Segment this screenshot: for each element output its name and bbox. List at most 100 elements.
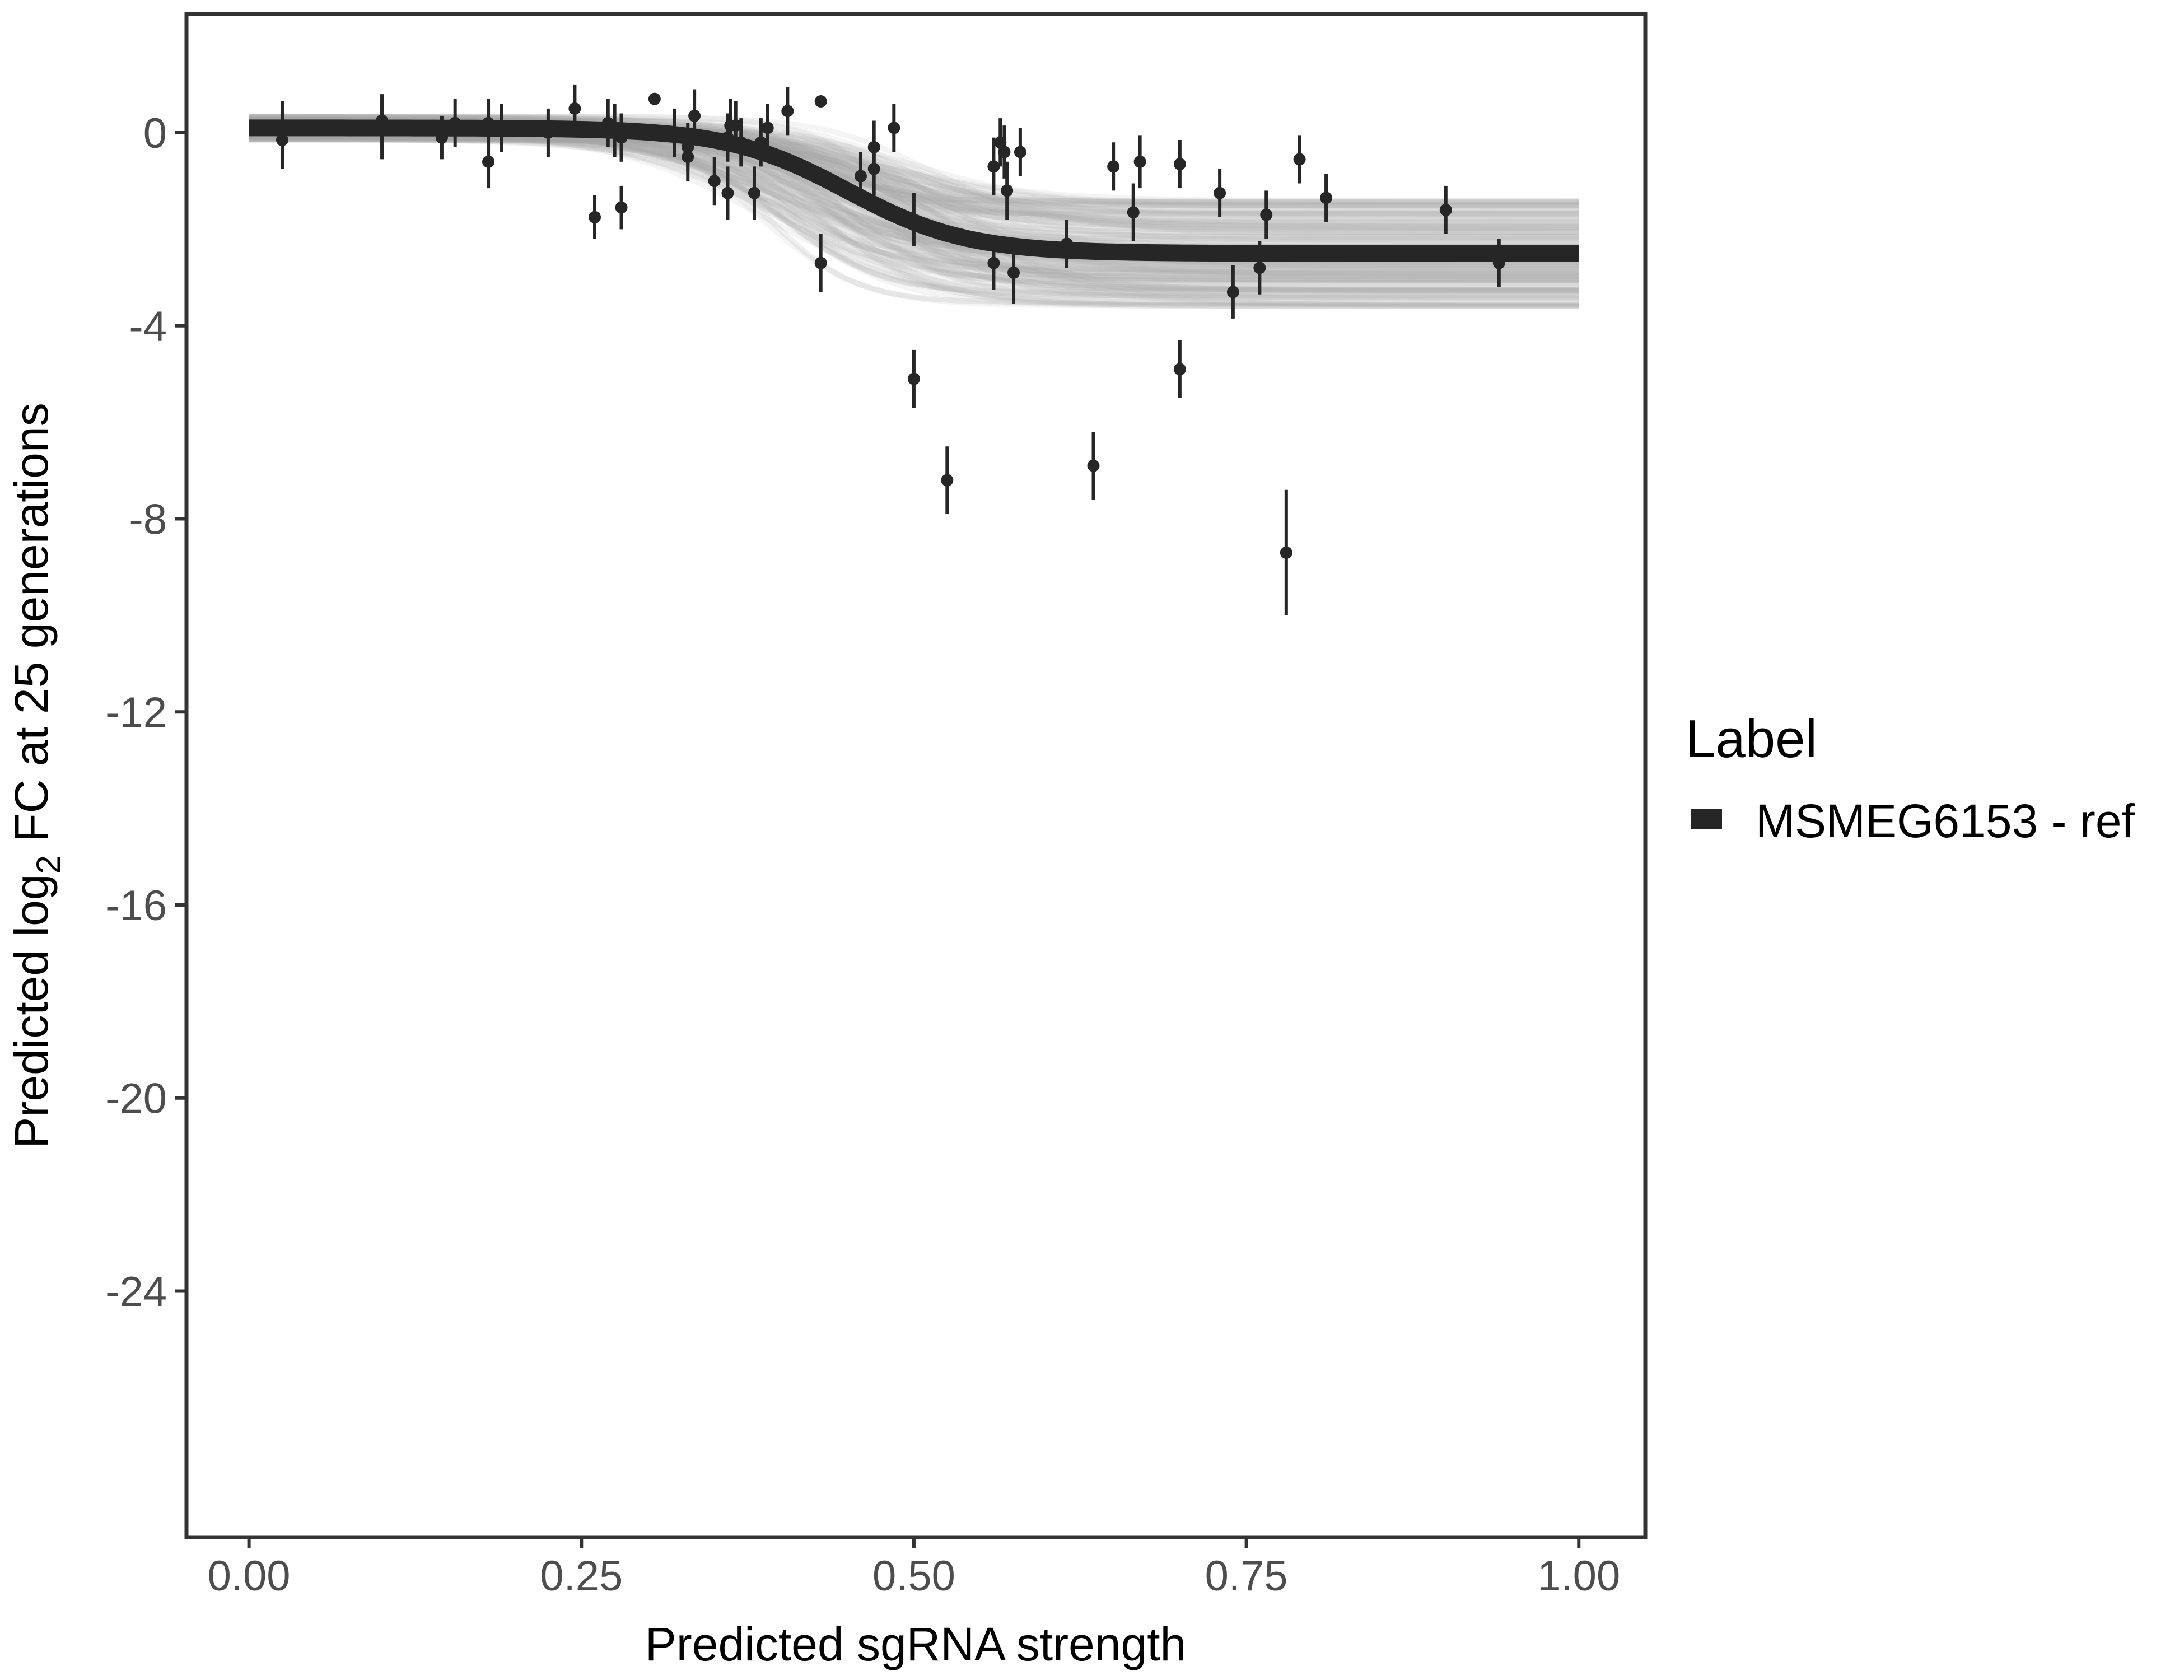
- y-axis: 0 -4 -8 -12 -16 -20 -24: [105, 110, 186, 1315]
- data-point: [688, 89, 701, 143]
- point-marker: [615, 131, 628, 144]
- legend-title: Label: [1686, 709, 1817, 769]
- x-tick-label: 0.75: [1205, 1552, 1288, 1600]
- point-marker: [729, 119, 742, 132]
- point-marker: [482, 155, 495, 168]
- data-point: [435, 115, 448, 160]
- posterior-sample-curve: [249, 114, 1579, 309]
- data-point: [1214, 169, 1226, 217]
- point-marker: [907, 213, 920, 226]
- data-points: [276, 84, 1505, 615]
- x-axis-title: Predicted sgRNA strength: [645, 1618, 1187, 1670]
- point-marker: [449, 116, 461, 129]
- point-marker: [1253, 262, 1266, 274]
- posterior-sample-curve: [249, 133, 1579, 277]
- data-point: [449, 99, 461, 147]
- posterior-sample-curve: [249, 137, 1579, 283]
- posterior-sample-curve: [249, 134, 1579, 275]
- data-point: [781, 87, 794, 136]
- data-point: [761, 104, 774, 152]
- data-point: [998, 125, 1011, 179]
- posterior-sample-curve: [249, 136, 1579, 226]
- point-marker: [941, 474, 954, 487]
- data-point: [814, 95, 827, 108]
- x-tick-label: 1.00: [1537, 1552, 1620, 1600]
- data-point: [1014, 128, 1026, 176]
- posterior-sample-curve: [249, 136, 1579, 292]
- data-point: [682, 133, 694, 181]
- data-point: [1293, 135, 1306, 184]
- posterior-sample-curve: [249, 115, 1579, 244]
- point-marker: [482, 116, 495, 129]
- data-point: [495, 104, 508, 152]
- data-point: [1001, 161, 1014, 220]
- point-marker: [688, 109, 701, 122]
- point-marker: [1133, 155, 1146, 168]
- posterior-sample-curve: [249, 115, 1579, 273]
- point-marker: [648, 92, 661, 105]
- data-point: [1320, 174, 1333, 222]
- legend-key: [1691, 809, 1722, 829]
- data-point: [867, 142, 880, 196]
- y-tick-label: -8: [129, 496, 167, 543]
- point-marker: [1226, 286, 1239, 298]
- data-point: [854, 152, 867, 200]
- posterior-sample-curve: [249, 134, 1579, 232]
- data-point: [1492, 239, 1505, 287]
- point-marker: [907, 372, 920, 385]
- point-marker: [495, 122, 508, 134]
- point-marker: [854, 170, 867, 183]
- point-marker: [987, 256, 1000, 269]
- data-point: [888, 104, 900, 152]
- point-marker: [1087, 459, 1100, 472]
- data-point: [1439, 185, 1452, 235]
- point-marker: [1127, 206, 1140, 219]
- data-point: [721, 166, 734, 220]
- point-marker: [735, 136, 748, 149]
- data-point: [648, 92, 661, 105]
- point-marker: [987, 160, 1000, 173]
- posterior-sample-curve: [249, 114, 1579, 309]
- data-point: [1173, 139, 1186, 189]
- posterior-sample-curve: [249, 133, 1579, 292]
- x-tick-label: 0.25: [540, 1552, 623, 1600]
- point-marker: [1214, 186, 1226, 199]
- data-point: [589, 195, 601, 239]
- point-marker: [1173, 158, 1186, 171]
- data-point: [1173, 340, 1186, 399]
- data-point: [814, 234, 827, 292]
- point-marker: [376, 124, 389, 137]
- data-point: [1253, 241, 1266, 295]
- x-axis: 0.00 0.25 0.50 0.75 1.00: [208, 1537, 1620, 1600]
- point-marker: [682, 151, 694, 164]
- data-point: [568, 84, 581, 133]
- posterior-sample-curve: [249, 135, 1579, 294]
- posterior-sample-curve: [249, 137, 1579, 206]
- point-marker: [1061, 237, 1074, 250]
- data-point: [1007, 241, 1020, 304]
- data-point: [708, 157, 721, 206]
- data-point: [748, 166, 760, 220]
- data-point: [1061, 220, 1074, 268]
- data-point: [907, 193, 920, 246]
- plot-panel-border: [184, 12, 1648, 1539]
- point-marker: [1107, 160, 1120, 173]
- y-tick-label: -4: [129, 303, 167, 351]
- data-point: [1107, 142, 1120, 191]
- point-marker: [542, 127, 554, 139]
- point-marker: [867, 162, 880, 175]
- data-point: [941, 446, 954, 514]
- data-point: [668, 108, 681, 157]
- data-point: [615, 185, 628, 230]
- point-marker: [276, 133, 288, 146]
- y-tick-label: -12: [105, 689, 167, 736]
- point-marker: [1320, 192, 1333, 204]
- point-marker: [668, 127, 681, 139]
- point-marker: [615, 201, 628, 214]
- x-tick-label: 0.50: [872, 1552, 955, 1600]
- data-point: [987, 137, 1000, 196]
- data-point: [907, 349, 920, 408]
- posterior-sample-curve: [249, 114, 1579, 225]
- point-marker: [1439, 203, 1452, 216]
